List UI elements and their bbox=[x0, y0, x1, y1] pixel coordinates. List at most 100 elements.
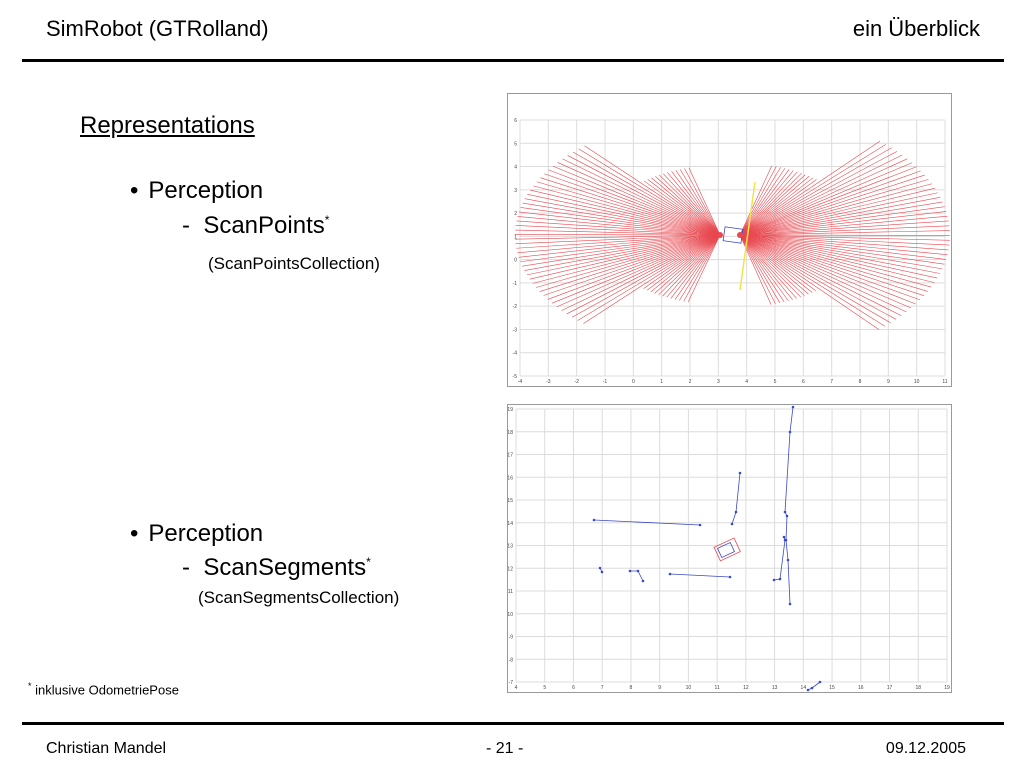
laser-ray bbox=[524, 198, 721, 236]
laser-ray bbox=[674, 234, 721, 300]
laser-ray bbox=[515, 234, 721, 240]
x-tick-label: -2 bbox=[574, 379, 579, 385]
footnote-marker: * bbox=[366, 555, 371, 569]
laser-ray bbox=[551, 234, 721, 304]
x-tick-label: 12 bbox=[743, 685, 749, 691]
x-tick-label: 4 bbox=[745, 379, 748, 385]
segment-endpoint bbox=[778, 577, 782, 581]
segment-endpoint bbox=[730, 522, 734, 526]
laser-ray bbox=[739, 234, 947, 260]
x-tick-label: 10 bbox=[914, 379, 920, 385]
laser-ray bbox=[739, 206, 945, 236]
laser-ray bbox=[739, 234, 945, 265]
segment-endpoint bbox=[785, 514, 789, 518]
subitem-label: ScanPoints bbox=[203, 212, 325, 239]
segment-endpoint bbox=[628, 569, 632, 573]
laser-ray bbox=[526, 234, 721, 276]
y-tick-label: -10 bbox=[508, 612, 513, 618]
scan-segment bbox=[593, 519, 701, 526]
laser-ray bbox=[684, 168, 721, 236]
bullet-label: Perception bbox=[148, 520, 264, 547]
laser-ray bbox=[739, 234, 902, 316]
laser-ray bbox=[548, 169, 721, 236]
laser-ray bbox=[583, 234, 721, 324]
laser-ray bbox=[739, 151, 898, 236]
laser-ray bbox=[643, 234, 721, 289]
laser-ray bbox=[739, 183, 932, 236]
x-tick-label: -1 bbox=[603, 379, 608, 385]
segment-endpoint bbox=[734, 510, 738, 514]
laser-ray bbox=[739, 165, 773, 236]
laser-ray bbox=[670, 234, 721, 299]
laser-ray bbox=[666, 234, 721, 298]
x-tick-label: 1 bbox=[660, 379, 663, 385]
laser-ray bbox=[556, 234, 721, 308]
x-tick-label: 2 bbox=[689, 379, 692, 385]
laser-ray bbox=[651, 177, 721, 236]
laser-ray bbox=[739, 234, 938, 279]
y-tick-label: -18 bbox=[508, 430, 513, 436]
laser-ray bbox=[739, 162, 913, 236]
header-title: SimRobot (GTRolland) bbox=[46, 16, 269, 41]
segment-endpoint bbox=[782, 535, 786, 539]
y-tick-label: -7 bbox=[509, 680, 514, 686]
laser-ray bbox=[739, 166, 777, 236]
y-tick-label: -3 bbox=[513, 327, 518, 333]
laser-ray bbox=[739, 187, 936, 236]
laser-ray bbox=[667, 172, 721, 236]
y-tick-label: -9 bbox=[509, 635, 514, 641]
laser-ray bbox=[739, 234, 928, 292]
scan-segment bbox=[773, 536, 786, 581]
laser-ray bbox=[739, 234, 935, 283]
laser-ray bbox=[516, 234, 721, 249]
x-tick-label: 8 bbox=[630, 685, 633, 691]
laser-ray bbox=[739, 192, 938, 236]
laser-ray bbox=[557, 162, 721, 236]
laser-ray bbox=[539, 234, 721, 292]
y-tick-label: -4 bbox=[513, 351, 518, 357]
segment-endpoint bbox=[783, 538, 787, 542]
segment-endpoint bbox=[738, 471, 742, 475]
y-tick-label: 2 bbox=[514, 211, 517, 217]
segment-endpoint bbox=[728, 575, 732, 579]
laser-ray bbox=[739, 169, 790, 236]
laser-ray bbox=[527, 194, 721, 236]
laser-ray bbox=[671, 171, 721, 236]
segment-endpoint bbox=[698, 523, 702, 527]
laser-ray bbox=[650, 234, 721, 293]
laser-ray bbox=[739, 177, 814, 236]
scanpoints-plot: -4 -3 -2 -1 0 1 2 3 4 5 6 7 8 9 10 11 6 5 4 3 2 1 0 -1 -2 -3 -4 -5 bbox=[507, 93, 952, 387]
laser-ray bbox=[739, 234, 950, 246]
laser-ray bbox=[739, 234, 897, 320]
laser-ray bbox=[679, 234, 721, 301]
laser-ray bbox=[739, 234, 785, 303]
x-tick-label: 14 bbox=[801, 685, 807, 691]
segment-endpoint bbox=[791, 405, 795, 409]
laser-ray bbox=[646, 234, 721, 291]
laser-ray bbox=[739, 154, 903, 236]
x-tick-label: 6 bbox=[802, 379, 805, 385]
laser-ray bbox=[739, 172, 802, 236]
laser-ray bbox=[520, 207, 721, 236]
scan-segment bbox=[669, 573, 731, 578]
y-tick-label: -2 bbox=[513, 304, 518, 310]
note-scanpointscollection: (ScanPointsCollection) bbox=[208, 254, 380, 273]
x-tick-label: 9 bbox=[658, 685, 661, 691]
x-tick-label: 18 bbox=[915, 685, 921, 691]
laser-ray bbox=[739, 158, 908, 236]
laser-ray bbox=[739, 147, 892, 236]
y-tick-label: 5 bbox=[514, 141, 517, 147]
laser-ray bbox=[739, 211, 947, 236]
x-tick-label: 5 bbox=[774, 379, 777, 385]
laser-ray bbox=[739, 234, 891, 324]
segment-endpoint bbox=[592, 518, 596, 522]
scan-segment bbox=[630, 570, 644, 582]
laser-ray bbox=[662, 234, 721, 297]
bullet-perception-1: Perception bbox=[130, 177, 263, 205]
scansegments-plot-canvas: 4 5 6 7 8 9 10 11 12 13 14 15 16 17 18 19 -19 -18 -17 -16 -1… bbox=[506, 405, 950, 692]
segment-endpoint bbox=[598, 566, 602, 570]
laser-ray bbox=[522, 202, 721, 236]
laser-ray bbox=[647, 179, 721, 236]
laser-ray bbox=[643, 180, 721, 236]
scan-highlight-line bbox=[739, 181, 756, 291]
